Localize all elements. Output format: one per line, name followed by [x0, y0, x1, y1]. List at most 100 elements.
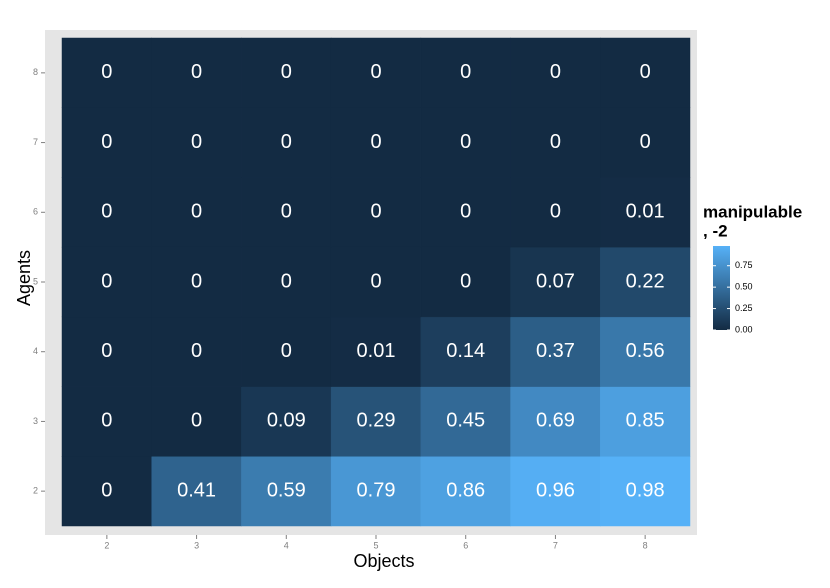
- x-tick-label: 8: [643, 540, 648, 550]
- cell: [61, 177, 152, 248]
- cell: [61, 456, 152, 527]
- cell-label: 0: [101, 340, 112, 362]
- y-axis-title: Agents: [14, 250, 34, 306]
- cell: [330, 37, 422, 108]
- cell: [600, 316, 691, 387]
- cell-label: 0: [191, 410, 202, 432]
- cell-label: 0.86: [446, 479, 485, 501]
- cell: [151, 37, 242, 108]
- cell: [330, 316, 422, 387]
- y-tick-label: 4: [33, 346, 38, 356]
- x-axis-title: Objects: [353, 551, 414, 571]
- cell: [241, 107, 332, 178]
- cell-label: 0: [370, 131, 381, 153]
- cell: [241, 316, 332, 387]
- cell-label: 0: [550, 201, 561, 223]
- legend-tick-label: 0.25: [735, 303, 753, 313]
- cell: [600, 456, 691, 527]
- cell-label: 0.41: [177, 479, 216, 501]
- cell: [241, 177, 332, 248]
- cell-label: 0.22: [626, 270, 665, 292]
- cell: [510, 456, 601, 527]
- cell: [600, 107, 691, 178]
- cell-label: 0: [460, 270, 471, 292]
- legend-tick-label: 0.50: [735, 282, 753, 292]
- colorbar: [713, 246, 730, 330]
- cell: [151, 107, 242, 178]
- cell-label: 0: [101, 131, 112, 153]
- cell-label: 0: [101, 410, 112, 432]
- cell-label: 0: [191, 340, 202, 362]
- cell: [600, 177, 691, 248]
- cell-label: 0.59: [267, 479, 306, 501]
- cell: [420, 316, 511, 387]
- cell-label: 0.45: [446, 410, 485, 432]
- cell-label: 0: [281, 131, 292, 153]
- cell-label: 0: [191, 61, 202, 83]
- cell-label: 0: [370, 61, 381, 83]
- cell: [241, 386, 332, 457]
- x-tick-label: 7: [553, 540, 558, 550]
- cell: [510, 316, 601, 387]
- cell: [600, 37, 691, 108]
- y-tick-label: 5: [33, 276, 38, 286]
- cell: [241, 456, 332, 527]
- cell-label: 0.98: [626, 479, 665, 501]
- cell-label: 0.09: [267, 410, 306, 432]
- cell: [330, 246, 422, 318]
- cell-label: 0: [640, 131, 651, 153]
- y-tick-label: 2: [33, 486, 38, 496]
- cell-label: 0: [550, 131, 561, 153]
- cell: [241, 37, 332, 108]
- cell-label: 0: [191, 201, 202, 223]
- cell: [151, 386, 242, 457]
- y-tick-label: 7: [33, 137, 38, 147]
- cell-label: 0: [460, 131, 471, 153]
- cell: [330, 107, 422, 178]
- cell-label: 0.07: [536, 270, 575, 292]
- cell: [61, 37, 152, 108]
- x-tick-label: 6: [463, 540, 468, 550]
- cell-label: 0: [101, 270, 112, 292]
- cell: [420, 177, 511, 248]
- cell-label: 0.01: [626, 201, 665, 223]
- cell-label: 0.96: [536, 479, 575, 501]
- cell-label: 0.14: [446, 340, 485, 362]
- cell: [600, 386, 691, 457]
- cell: [420, 246, 511, 318]
- y-tick-label: 8: [33, 67, 38, 77]
- x-tick-label: 4: [284, 540, 289, 550]
- cell-label: 0: [281, 61, 292, 83]
- x-tick-label: 3: [194, 540, 199, 550]
- cell: [510, 386, 601, 457]
- cell-label: 0.69: [536, 410, 575, 432]
- legend-tick-label: 0.75: [735, 260, 753, 270]
- cell-label: 0.85: [626, 410, 665, 432]
- cell: [510, 177, 601, 248]
- legend-title: manipulable: [703, 202, 802, 221]
- cell-label: 0: [281, 340, 292, 362]
- cell-label: 0: [191, 270, 202, 292]
- cell-label: 0.79: [357, 479, 396, 501]
- cell: [61, 246, 152, 318]
- cell: [420, 37, 511, 108]
- cell-label: 0.01: [357, 340, 396, 362]
- cell: [420, 386, 511, 457]
- y-tick-label: 3: [33, 416, 38, 426]
- cell-label: 0: [640, 61, 651, 83]
- cell-label: 0: [370, 270, 381, 292]
- cell-label: 0: [281, 270, 292, 292]
- cell: [420, 456, 511, 527]
- cell-label: 0: [550, 61, 561, 83]
- cell-label: 0: [460, 201, 471, 223]
- cell: [61, 386, 152, 457]
- x-tick-label: 2: [104, 540, 109, 550]
- cell-label: 0: [101, 201, 112, 223]
- cell-label: 0: [281, 201, 292, 223]
- cell: [510, 37, 601, 108]
- cell: [151, 316, 242, 387]
- cell-label: 0: [370, 201, 381, 223]
- cell-label: 0: [101, 61, 112, 83]
- x-tick-label: 5: [373, 540, 378, 550]
